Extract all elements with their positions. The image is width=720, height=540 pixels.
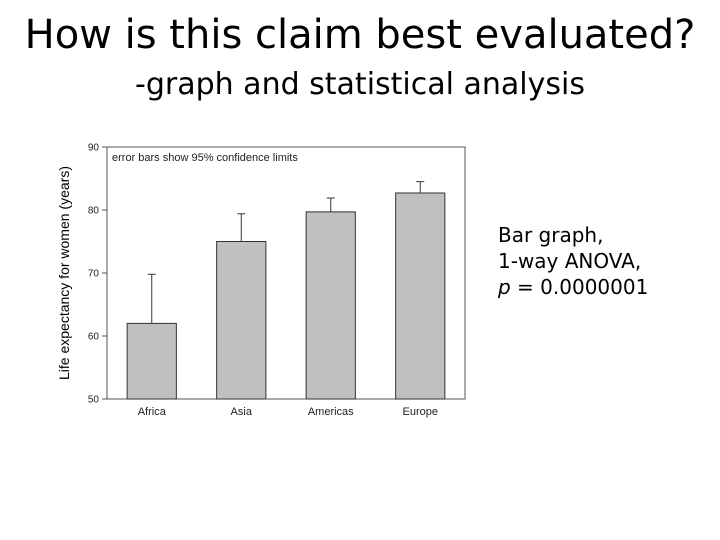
y-tick-label: 60 (88, 332, 100, 343)
note-line-3: p = 0.0000001 (498, 274, 648, 300)
note-line-2: 1-way ANOVA, (498, 249, 642, 273)
bar-chart: 50 60 70 80 90 Life expectancy for women (yea… (56, 143, 466, 418)
note-line-1: Bar graph, (498, 223, 604, 247)
x-tick-label: Europe (403, 406, 438, 418)
bar-europe (395, 192, 446, 400)
plot-area: 50 60 70 80 90 Life expectancy for women (yea… (56, 143, 466, 418)
x-tick-label: Asia (231, 406, 253, 418)
y-tick-label: 70 (88, 269, 100, 280)
slide-subtitle: -graph and statistical analysis (135, 67, 585, 102)
bar-asia (216, 241, 267, 400)
y-tick-label: 90 (88, 143, 100, 154)
x-tick-label: Africa (138, 406, 167, 418)
p-value: = 0.0000001 (510, 275, 649, 299)
p-symbol: p (498, 275, 511, 299)
y-tick-label: 50 (88, 395, 100, 406)
analysis-note: Bar graph, 1-way ANOVA, p = 0.0000001 (498, 222, 648, 300)
y-tick-label: 80 (88, 206, 100, 217)
y-axis-title: Life expectancy for women (years) (56, 166, 72, 380)
bar-americas (305, 211, 356, 400)
slide-title: How is this claim best evaluated? (24, 12, 696, 58)
bar-africa (126, 322, 177, 400)
chart-annotation: error bars show 95% confidence limits (112, 152, 298, 164)
x-tick-label: Americas (308, 406, 354, 418)
